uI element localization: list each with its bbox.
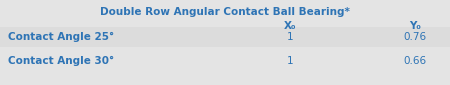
Text: 0.66: 0.66 <box>404 56 427 66</box>
Text: Y₀: Y₀ <box>409 21 421 31</box>
Text: Contact Angle 30°: Contact Angle 30° <box>8 56 114 66</box>
Text: 1: 1 <box>287 56 293 66</box>
Text: X₀: X₀ <box>284 21 296 31</box>
Text: Contact Angle 25°: Contact Angle 25° <box>8 32 114 42</box>
Text: Double Row Angular Contact Ball Bearing*: Double Row Angular Contact Ball Bearing* <box>100 7 350 17</box>
Text: 1: 1 <box>287 32 293 42</box>
Bar <box>0 17 450 31</box>
Bar <box>0 51 450 71</box>
Text: 0.76: 0.76 <box>404 32 427 42</box>
Bar <box>0 27 450 47</box>
Bar <box>0 0 450 17</box>
